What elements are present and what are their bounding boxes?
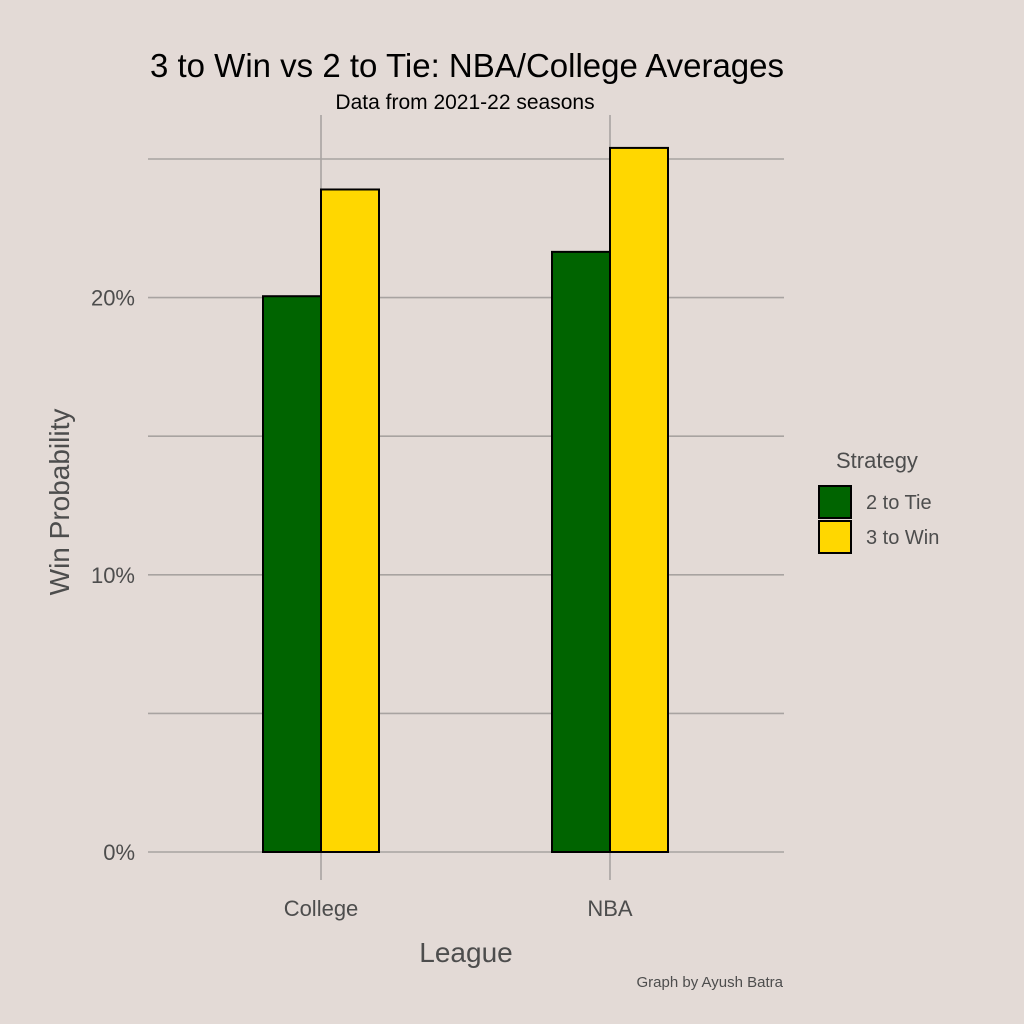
x-axis-title: League	[419, 937, 512, 968]
chart-subtitle: Data from 2021-22 seasons	[335, 91, 594, 114]
bar-college-two-to-tie	[262, 295, 322, 853]
legend-title: Strategy	[836, 448, 918, 473]
bars	[262, 146, 669, 854]
bar-college-three-to-win	[320, 188, 380, 853]
legend-items: 2 to Tie 3 to Win	[818, 485, 939, 554]
legend-label: 3 to Win	[866, 527, 939, 549]
x-tick-label: College	[284, 896, 359, 921]
legend: Strategy 2 to Tie 3 to Win	[818, 448, 939, 554]
y-tick-label: 0%	[103, 840, 135, 865]
bar-nba-two-to-tie	[551, 250, 611, 853]
y-axis-title: Win Probability	[44, 409, 75, 596]
grid	[148, 115, 784, 880]
legend-key	[818, 485, 852, 519]
legend-label: 2 to Tie	[866, 492, 932, 514]
caption: Graph by Ayush Batra	[637, 974, 784, 991]
tick-labels: 0% 10% 20% College NBA	[91, 286, 633, 921]
x-tick-label: NBA	[587, 896, 633, 921]
y-tick-label: 10%	[91, 563, 135, 588]
y-tick-label: 20%	[91, 286, 135, 311]
chart-title: 3 to Win vs 2 to Tie: NBA/College Averag…	[150, 47, 784, 84]
legend-key	[818, 520, 852, 554]
bar-nba-three-to-win	[609, 146, 669, 854]
